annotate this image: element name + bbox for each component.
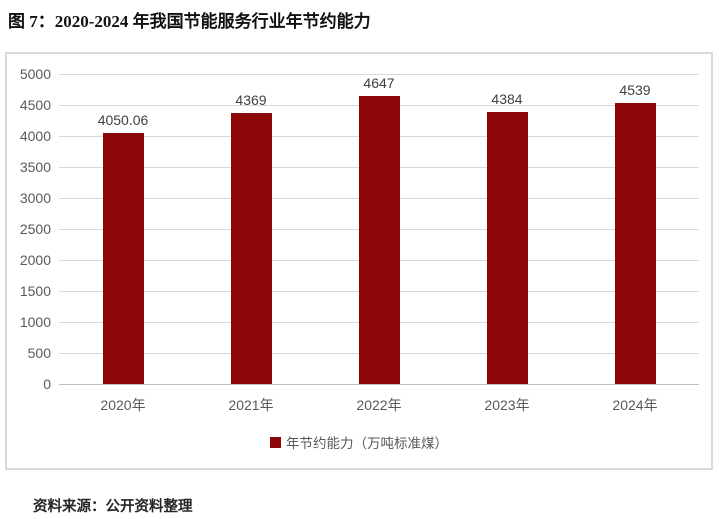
y-tick-label: 500	[27, 345, 51, 361]
legend-label: 年节约能力（万吨标准煤）	[286, 436, 448, 451]
chart-area: 0 500 1000 1500 2000 2500 3000 3500 4000 4500 5000…	[5, 52, 713, 470]
y-tick-label: 3500	[19, 159, 51, 175]
source-note: 资料来源：公开资料整理	[33, 499, 193, 515]
y-tick-label: 5000	[19, 66, 51, 82]
y-tick-label: 3000	[19, 190, 51, 206]
y-tick-label: 4000	[19, 128, 51, 144]
gridline	[59, 74, 699, 75]
bar-value-label: 4539	[619, 81, 651, 98]
x-tick-label: 2024年	[612, 397, 658, 413]
figure-title: 图 7：2020-2024 年我国节能服务行业年节约能力	[8, 12, 371, 31]
bar	[102, 132, 144, 384]
bar	[230, 113, 272, 384]
x-tick-label: 2023年	[484, 397, 530, 413]
bar-value-label: 4647	[363, 74, 395, 91]
bar-value-label: 4384	[491, 91, 523, 108]
x-tick-label: 2021年	[228, 397, 274, 413]
bar-value-label: 4369	[235, 92, 267, 109]
y-tick-label: 1500	[19, 283, 51, 299]
bar-value-label: 4050.06	[97, 111, 149, 128]
y-tick-label: 1000	[19, 314, 51, 330]
x-tick-label: 2020年	[100, 397, 146, 413]
y-tick-label: 4500	[19, 97, 51, 113]
bar	[614, 102, 656, 384]
y-tick-label: 0	[43, 376, 51, 392]
legend: 年节约能力（万吨标准煤）	[7, 432, 711, 452]
x-tick-label: 2022年	[356, 397, 402, 413]
x-axis-line	[59, 384, 699, 385]
y-tick-label: 2500	[19, 221, 51, 237]
y-tick-label: 2000	[19, 252, 51, 268]
bar	[358, 95, 400, 384]
bar	[486, 112, 528, 384]
legend-swatch-icon	[270, 436, 281, 448]
